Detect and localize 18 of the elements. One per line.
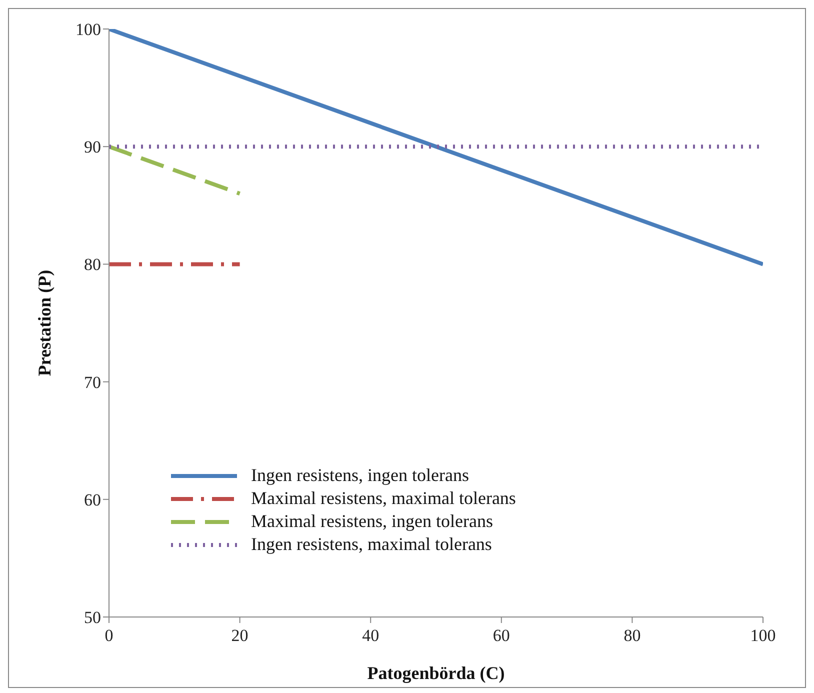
y-axis-title: Prestation (P) (34, 270, 54, 376)
x-axis-title: Patogenbörda (C) (367, 663, 505, 683)
legend-label: Ingen resistens, ingen tolerans (251, 465, 469, 486)
x-tick-label: 60 (492, 626, 510, 646)
legend-label: Maximal resistens, ingen tolerans (251, 511, 493, 532)
x-tick-label: 0 (104, 626, 114, 646)
y-tick-label: 100 (76, 20, 101, 40)
legend-label: Ingen resistens, maximal tolerans (251, 534, 492, 555)
y-tick-label: 80 (84, 255, 101, 274)
y-tick-label: 70 (84, 372, 101, 392)
x-tick-label: 80 (624, 626, 641, 646)
x-tick-label: 100 (750, 626, 776, 646)
y-tick-label: 60 (84, 490, 101, 510)
y-tick-label: 90 (84, 138, 101, 157)
x-tick-label: 20 (231, 626, 248, 646)
legend-label: Maximal resistens, maximal tolerans (251, 488, 516, 509)
x-tick-label: 40 (362, 626, 380, 646)
y-tick-label: 50 (84, 608, 101, 628)
